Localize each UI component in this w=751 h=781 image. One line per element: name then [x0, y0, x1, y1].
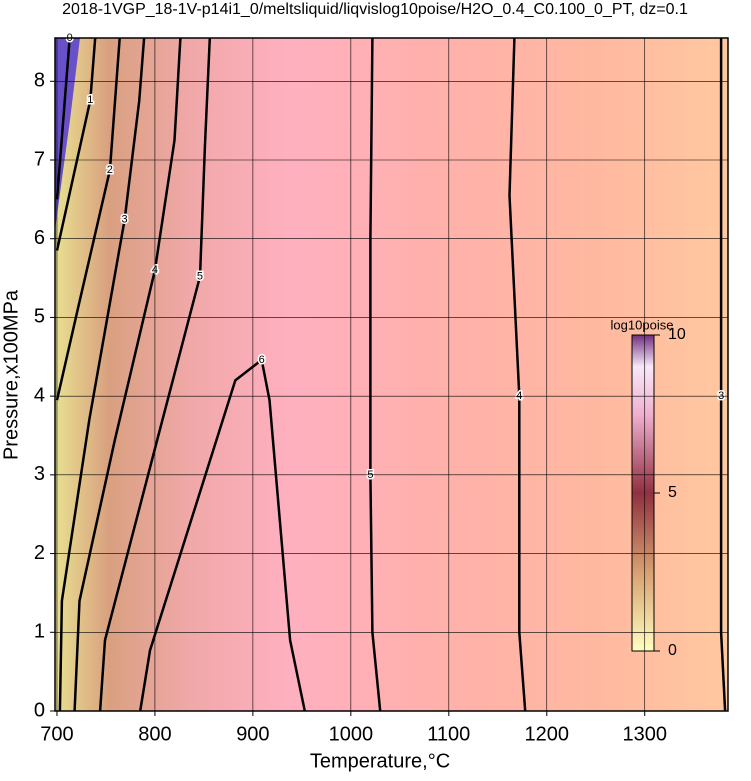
colorbar-label: log10poise [611, 317, 674, 332]
plot-background [55, 38, 728, 711]
x-tick-label: 1300 [622, 723, 667, 745]
y-tick-label: 6 [34, 227, 45, 249]
colorbar-tick-label: 0 [668, 642, 677, 659]
y-tick-label: 1 [34, 621, 45, 643]
contour-label: 6 [259, 354, 265, 366]
contour-line [55, 37, 121, 401]
y-tick-label: 8 [34, 70, 45, 92]
contour-line [55, 37, 97, 251]
y-axis-label: Pressure,x100MPa [0, 289, 22, 460]
contour-label: 1 [87, 94, 93, 106]
contour-line [58, 37, 146, 712]
low-region [55, 38, 80, 230]
colorbar [631, 334, 655, 652]
y-tick-label: 2 [34, 542, 45, 564]
colorbar-tick-label: 5 [668, 484, 677, 501]
contour-line [55, 37, 71, 200]
y-tick-label: 7 [34, 148, 45, 170]
y-tick-label: 0 [34, 699, 45, 721]
contour-line [98, 37, 212, 712]
contour-line [138, 357, 307, 712]
y-tick-label: 3 [34, 463, 45, 485]
contour-line [73, 37, 182, 712]
y-tick-label: 5 [34, 306, 45, 328]
contour-label: 2 [107, 164, 113, 176]
x-tick-label: 800 [138, 723, 171, 745]
x-tick-label: 700 [40, 723, 73, 745]
contour-line [719, 38, 727, 712]
x-tick-label: 1100 [427, 723, 470, 745]
chart-title: 2018-1VGP_18-1V-p14i1_0/meltsliquid/liqv… [62, 1, 688, 18]
colorbar-tick-label: 10 [668, 326, 686, 343]
x-tick-label: 1200 [525, 723, 570, 745]
contour-label: 3 [121, 214, 127, 226]
x-tick-label: 900 [236, 723, 269, 745]
y-tick-label: 4 [34, 384, 45, 406]
x-tick-label: 1000 [329, 723, 374, 745]
contour-label: 5 [197, 270, 203, 282]
x-axis-label: Temperature,°C [310, 750, 450, 772]
